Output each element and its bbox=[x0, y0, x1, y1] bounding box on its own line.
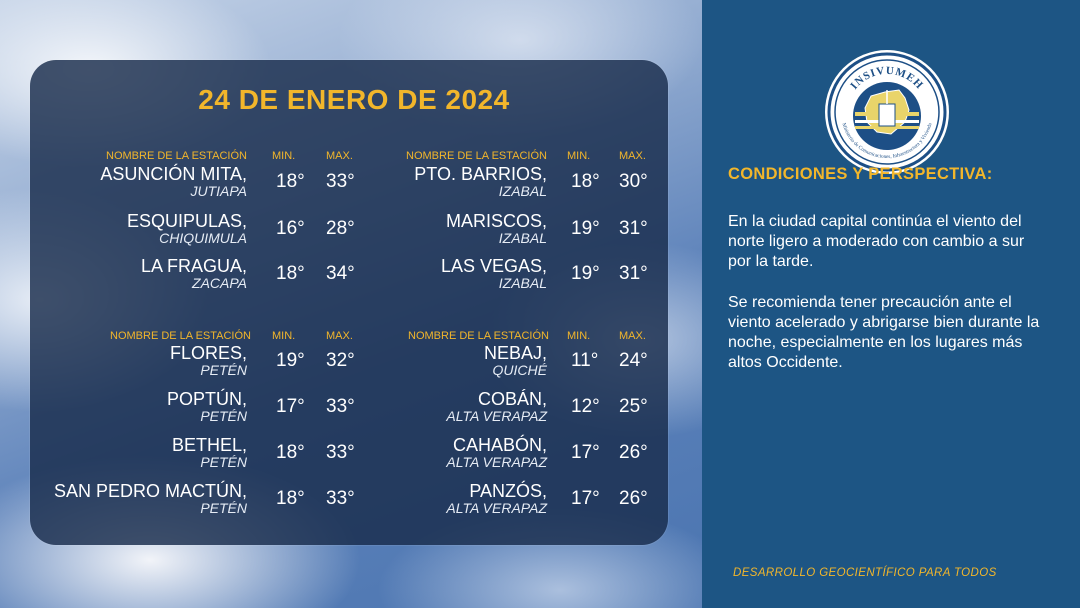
min-temperature: 18° bbox=[276, 442, 305, 463]
min-temperature: 19° bbox=[276, 350, 305, 371]
min-temperature: 19° bbox=[571, 218, 600, 239]
max-column-header: MAX. bbox=[326, 330, 353, 342]
insivumeh-seal-icon: INSIVUMEH Ministerio de Comunicaciones, … bbox=[827, 52, 947, 172]
min-temperature: 17° bbox=[571, 442, 600, 463]
min-column-header: MIN. bbox=[567, 150, 591, 162]
max-temperature: 33° bbox=[326, 442, 355, 463]
max-temperature: 26° bbox=[619, 442, 648, 463]
station-department: QUICHÉ bbox=[492, 362, 547, 378]
station-name: LAS VEGAS, bbox=[440, 256, 547, 276]
station-column-header: NOMBRE DE LA ESTACIÓN bbox=[110, 330, 251, 342]
min-temperature: 19° bbox=[571, 263, 600, 284]
insivumeh-logo: INSIVUMEH Ministerio de Comunicaciones, … bbox=[825, 50, 949, 174]
station-department: JUTIAPA bbox=[190, 183, 247, 199]
station-department: ALTA VERAPAZ bbox=[446, 454, 547, 470]
max-temperature: 33° bbox=[326, 171, 355, 192]
station-name: POPTÚN, bbox=[166, 389, 247, 409]
station-department: IZABAL bbox=[498, 275, 547, 291]
max-column-header: MAX. bbox=[619, 150, 646, 162]
min-temperature: 18° bbox=[571, 171, 600, 192]
station-name: SAN PEDRO MACTÚN, bbox=[53, 481, 247, 501]
station-entry: NEBAJ, QUICHÉ bbox=[484, 344, 547, 378]
station-entry: PTO. BARRIOS, IZABAL bbox=[414, 165, 547, 199]
max-temperature: 26° bbox=[619, 488, 648, 509]
min-temperature: 11° bbox=[571, 350, 599, 371]
min-temperature: 18° bbox=[276, 488, 305, 509]
max-temperature: 31° bbox=[619, 218, 648, 239]
min-column-header: MIN. bbox=[272, 150, 296, 162]
max-temperature: 32° bbox=[326, 350, 355, 371]
station-name: LA FRAGUA, bbox=[140, 256, 247, 276]
station-department: IZABAL bbox=[498, 230, 547, 246]
max-temperature: 31° bbox=[619, 263, 648, 284]
min-column-header: MIN. bbox=[567, 330, 591, 342]
station-entry: CAHABÓN, ALTA VERAPAZ bbox=[446, 436, 547, 470]
station-entry: ASUNCIÓN MITA, JUTIAPA bbox=[100, 165, 247, 199]
station-name: PTO. BARRIOS, bbox=[414, 164, 547, 184]
min-temperature: 18° bbox=[276, 263, 305, 284]
station-department: PETÉN bbox=[200, 408, 247, 424]
station-name: NEBAJ, bbox=[483, 343, 547, 363]
station-entry: PANZÓS, ALTA VERAPAZ bbox=[446, 482, 547, 516]
station-name: ESQUIPULAS, bbox=[126, 211, 247, 231]
station-entry: LAS VEGAS, IZABAL bbox=[441, 257, 547, 291]
stations-card bbox=[30, 60, 668, 545]
station-name: BETHEL, bbox=[171, 435, 247, 455]
min-temperature: 17° bbox=[276, 396, 305, 417]
max-column-header: MAX. bbox=[619, 330, 646, 342]
date-title: 24 DE ENERO DE 2024 bbox=[198, 84, 510, 115]
min-temperature: 12° bbox=[571, 396, 600, 417]
station-name: CAHABÓN, bbox=[452, 435, 547, 455]
station-department: ZACAPA bbox=[192, 275, 247, 291]
station-entry: FLORES, PETÉN bbox=[170, 344, 247, 378]
max-temperature: 34° bbox=[326, 263, 355, 284]
conditions-title: CONDICIONES Y PERSPECTIVA: bbox=[728, 165, 993, 183]
min-column-header: MIN. bbox=[272, 330, 296, 342]
conditions-paragraph-2: Se recomienda tener precaución ante el v… bbox=[728, 294, 1040, 371]
station-department: ALTA VERAPAZ bbox=[446, 500, 547, 516]
station-entry: ESQUIPULAS, CHIQUIMULA bbox=[127, 212, 247, 246]
station-entry: BETHEL, PETÉN bbox=[172, 436, 247, 470]
max-temperature: 33° bbox=[326, 488, 355, 509]
station-name: COBÁN, bbox=[477, 389, 547, 409]
station-entry: LA FRAGUA, ZACAPA bbox=[141, 257, 247, 291]
station-entry: SAN PEDRO MACTÚN, PETÉN bbox=[54, 482, 247, 516]
station-department: IZABAL bbox=[498, 183, 547, 199]
station-entry: COBÁN, ALTA VERAPAZ bbox=[446, 390, 547, 424]
min-temperature: 18° bbox=[276, 171, 305, 192]
station-department: PETÉN bbox=[200, 362, 247, 378]
max-temperature: 28° bbox=[326, 218, 355, 239]
station-department: CHIQUIMULA bbox=[159, 230, 247, 246]
station-column-header: NOMBRE DE LA ESTACIÓN bbox=[408, 330, 549, 342]
station-name: PANZÓS, bbox=[469, 481, 547, 501]
station-department: PETÉN bbox=[200, 454, 247, 470]
max-temperature: 30° bbox=[619, 171, 648, 192]
max-temperature: 25° bbox=[619, 396, 648, 417]
max-temperature: 33° bbox=[326, 396, 355, 417]
station-column-header: NOMBRE DE LA ESTACIÓN bbox=[406, 150, 547, 162]
station-entry: POPTÚN, PETÉN bbox=[167, 390, 247, 424]
min-temperature: 17° bbox=[571, 488, 600, 509]
max-temperature: 24° bbox=[619, 350, 648, 371]
station-name: ASUNCIÓN MITA, bbox=[100, 164, 247, 184]
station-name: MARISCOS, bbox=[445, 211, 547, 231]
station-column-header: NOMBRE DE LA ESTACIÓN bbox=[106, 150, 247, 162]
conditions-paragraph-1: En la ciudad capital continúa el viento … bbox=[728, 213, 1025, 270]
max-column-header: MAX. bbox=[326, 150, 353, 162]
station-department: PETÉN bbox=[200, 500, 247, 516]
station-department: ALTA VERAPAZ bbox=[446, 408, 547, 424]
station-entry: MARISCOS, IZABAL bbox=[446, 212, 547, 246]
min-temperature: 16° bbox=[276, 218, 305, 239]
station-name: FLORES, bbox=[169, 343, 247, 363]
footer-tagline: DESARROLLO GEOCIENTÍFICO PARA TODOS bbox=[733, 567, 997, 579]
